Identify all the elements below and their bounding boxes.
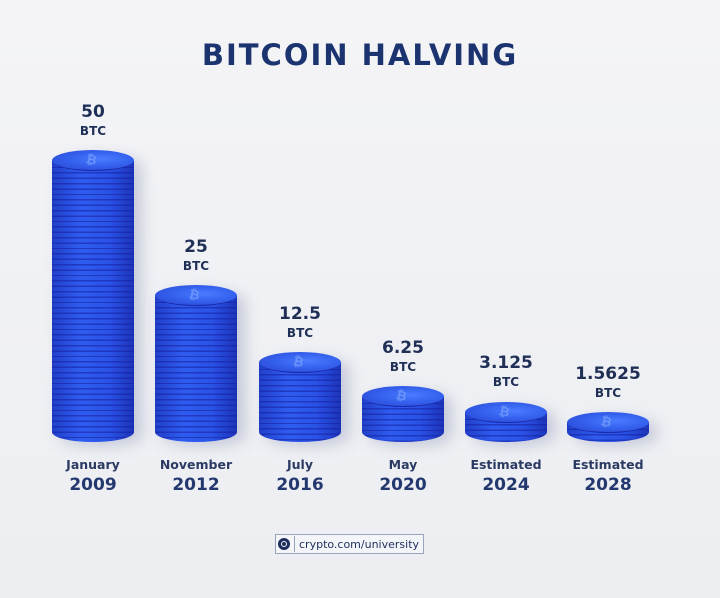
bitcoin-icon: ₿ bbox=[497, 404, 511, 421]
source-text: crypto.com/university bbox=[299, 537, 420, 551]
value-number: 25 bbox=[184, 237, 208, 257]
year-label: 2020 bbox=[379, 475, 427, 495]
coin-top: ₿ bbox=[259, 352, 341, 373]
crypto-com-logo-icon bbox=[278, 538, 290, 550]
date-label: Estimated 2024 bbox=[446, 456, 566, 496]
coin-top: ₿ bbox=[567, 412, 649, 433]
bitcoin-icon: ₿ bbox=[291, 354, 305, 371]
bitcoin-icon: ₿ bbox=[187, 287, 201, 304]
value-unit: BTC bbox=[286, 326, 314, 340]
month-label: May bbox=[388, 457, 418, 472]
date-label: January 2009 bbox=[33, 456, 153, 496]
bitcoin-icon: ₿ bbox=[599, 414, 613, 431]
bitcoin-icon: ₿ bbox=[394, 388, 408, 405]
month-label: January bbox=[66, 457, 120, 472]
value-unit: BTC bbox=[389, 360, 417, 374]
chart-title: BITCOIN HALVING bbox=[201, 38, 519, 72]
value-label: 50 BTC bbox=[33, 102, 153, 140]
value-unit: BTC bbox=[79, 124, 107, 138]
month-label: Estimated bbox=[572, 457, 644, 472]
coin-top: ₿ bbox=[465, 402, 547, 423]
value-label: 3.125 BTC bbox=[446, 353, 566, 391]
value-unit: BTC bbox=[182, 259, 210, 273]
value-unit: BTC bbox=[594, 386, 622, 400]
year-label: 2016 bbox=[276, 475, 324, 495]
year-label: 2024 bbox=[482, 475, 530, 495]
value-label: 25 BTC bbox=[136, 237, 256, 275]
value-label: 12.5 BTC bbox=[240, 304, 360, 342]
value-number: 50 bbox=[81, 102, 105, 122]
value-number: 1.5625 bbox=[575, 364, 641, 384]
value-number: 3.125 bbox=[479, 353, 533, 373]
date-label: May 2020 bbox=[343, 456, 463, 496]
coin-top: ₿ bbox=[155, 285, 237, 306]
coin-top: ₿ bbox=[52, 150, 134, 171]
coin-stack bbox=[52, 152, 134, 442]
month-label: July bbox=[287, 457, 313, 472]
divider bbox=[294, 536, 295, 552]
bitcoin-icon: ₿ bbox=[84, 152, 98, 169]
value-unit: BTC bbox=[492, 375, 520, 389]
year-label: 2009 bbox=[69, 475, 117, 495]
year-label: 2028 bbox=[584, 475, 632, 495]
year-label: 2012 bbox=[172, 475, 220, 495]
date-label: Estimated 2028 bbox=[548, 456, 668, 496]
date-label: November 2012 bbox=[136, 456, 256, 496]
value-label: 6.25 BTC bbox=[343, 338, 463, 376]
date-label: July 2016 bbox=[240, 456, 360, 496]
value-number: 6.25 bbox=[382, 338, 424, 358]
month-label: Estimated bbox=[470, 457, 542, 472]
month-label: November bbox=[159, 457, 233, 472]
coin-stack bbox=[155, 287, 237, 442]
source-link[interactable]: crypto.com/university bbox=[275, 534, 425, 554]
coin-top: ₿ bbox=[362, 386, 444, 407]
value-label: 1.5625 BTC bbox=[548, 364, 668, 402]
value-number: 12.5 bbox=[279, 304, 321, 324]
